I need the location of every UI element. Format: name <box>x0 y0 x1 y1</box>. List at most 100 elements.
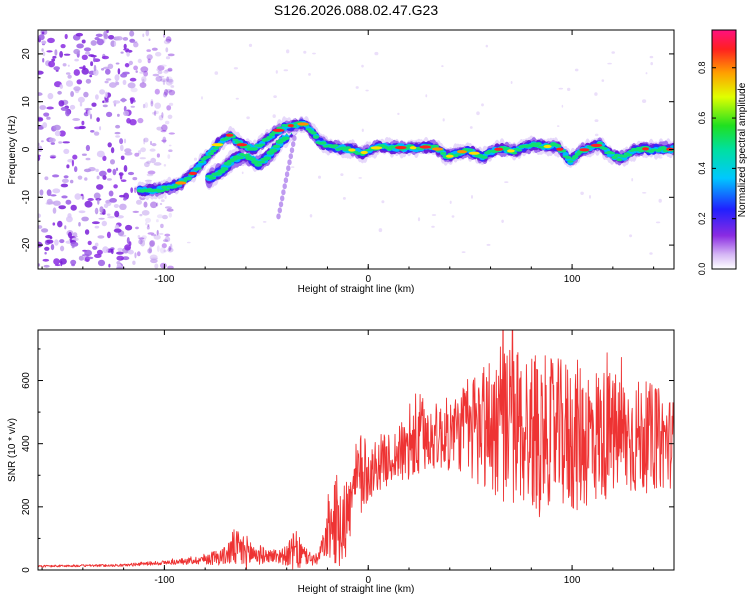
noise-speck <box>158 75 165 78</box>
ridge-mark <box>195 167 202 170</box>
noise-speck <box>107 142 112 148</box>
noise-speck <box>96 117 100 122</box>
noise-speck <box>94 37 100 41</box>
noise-speck <box>127 249 134 255</box>
noise-speck <box>156 245 160 253</box>
branch-mark <box>281 136 290 141</box>
hotspot-mark <box>236 143 248 147</box>
noise-speck <box>165 47 169 53</box>
ridge-mark <box>158 189 165 193</box>
noise-speck <box>46 106 54 110</box>
noise-speck <box>168 212 172 218</box>
noise-speck <box>169 243 173 250</box>
ridge-mark <box>432 144 439 148</box>
noise-speck <box>65 80 74 87</box>
ridge-mark <box>440 151 447 155</box>
noise-speck <box>108 190 114 197</box>
ridge-mark <box>185 176 192 181</box>
background-speck <box>451 215 455 218</box>
background-speck <box>629 234 633 238</box>
noise-speck <box>160 78 168 82</box>
background-speck <box>283 69 289 72</box>
noise-speck <box>142 103 146 109</box>
noise-speck <box>63 175 69 179</box>
noise-speck <box>167 154 171 159</box>
noise-speck <box>168 246 171 252</box>
background-speck <box>273 95 277 98</box>
background-speck <box>449 200 452 204</box>
noise-speck <box>91 221 100 225</box>
hotspot-mark <box>370 146 383 150</box>
noise-speck <box>83 168 92 173</box>
streak-mark <box>280 195 285 202</box>
noise-speck <box>125 224 133 231</box>
noise-speck <box>57 90 62 95</box>
noise-speck <box>139 82 147 88</box>
noise-speck <box>102 100 105 104</box>
noise-speck <box>65 109 71 117</box>
background-speck <box>291 166 295 168</box>
hotspot-mark <box>543 144 552 149</box>
noise-speck <box>146 54 153 60</box>
noise-speck <box>41 31 45 35</box>
background-speck <box>201 96 203 100</box>
ridge-mark <box>198 160 205 164</box>
noise-speck <box>168 79 174 85</box>
noise-speck <box>43 264 50 268</box>
noise-speck <box>150 100 154 107</box>
noise-speck <box>66 215 73 223</box>
noise-speck <box>125 49 133 53</box>
streak-mark <box>281 189 286 196</box>
noise-speck <box>60 44 66 49</box>
noise-speck <box>103 203 109 209</box>
noise-speck <box>102 104 108 108</box>
noise-speck <box>122 79 127 85</box>
noise-speck <box>149 240 156 247</box>
noise-speck <box>113 204 119 208</box>
noise-speck <box>85 157 91 161</box>
noise-speck <box>150 157 157 164</box>
noise-speck <box>52 207 57 214</box>
noise-speck <box>138 237 145 240</box>
noise-speck <box>85 144 90 152</box>
hotspot-mark <box>419 145 432 149</box>
noise-speck <box>162 214 168 220</box>
snr-frame <box>37 329 675 571</box>
noise-speck <box>143 70 149 77</box>
noise-speck <box>81 216 89 222</box>
background-speck <box>378 228 383 233</box>
noise-speck <box>95 168 99 172</box>
streak-mark <box>286 165 291 172</box>
noise-speck <box>70 179 74 184</box>
noise-speck <box>168 89 176 96</box>
noise-speck <box>116 251 124 255</box>
background-speck <box>471 195 473 199</box>
background-speck <box>601 79 605 82</box>
hotspot-mark <box>494 147 504 151</box>
colorbar-gradient <box>711 29 737 270</box>
noise-speck <box>94 209 98 213</box>
noise-speck <box>42 122 48 129</box>
noise-speck <box>103 66 110 70</box>
noise-speck <box>135 70 138 73</box>
background-speck <box>318 175 321 179</box>
noise-speck <box>42 51 46 57</box>
background-speck <box>658 198 662 203</box>
noise-speck <box>59 51 63 58</box>
background-speck <box>594 119 599 122</box>
noise-speck <box>144 161 150 168</box>
noise-speck <box>163 249 167 253</box>
hotspot-mark <box>225 133 234 137</box>
colorbar-tick-label: 0.8 <box>697 61 707 74</box>
noise-speck <box>46 50 53 53</box>
noise-speck <box>123 105 127 112</box>
noise-speck <box>84 107 93 111</box>
noise-speck <box>120 51 124 54</box>
ridge-mark <box>171 185 178 189</box>
noise-speck <box>165 36 172 43</box>
ridge-mark <box>210 149 217 153</box>
noise-speck <box>59 239 65 244</box>
noise-speck <box>83 47 92 52</box>
ridge-mark <box>268 132 276 137</box>
